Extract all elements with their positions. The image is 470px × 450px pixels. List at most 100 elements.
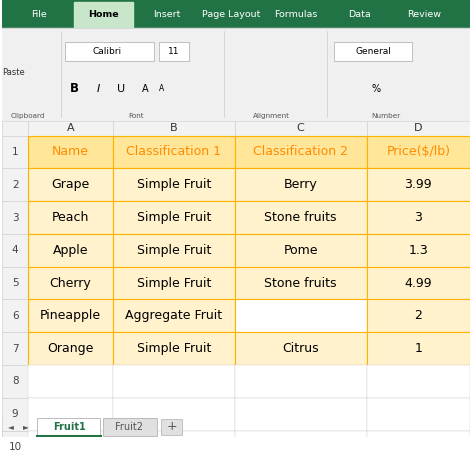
- Bar: [367, 267, 470, 300]
- Bar: [367, 431, 470, 450]
- Text: A: A: [159, 84, 164, 93]
- Bar: [28, 398, 113, 431]
- Bar: [2, 234, 28, 267]
- Bar: [113, 398, 235, 431]
- Bar: [367, 234, 470, 267]
- Text: 1: 1: [415, 342, 422, 355]
- Bar: [28, 332, 113, 365]
- Text: 4: 4: [12, 245, 18, 255]
- Bar: [161, 419, 182, 435]
- Text: Fruit1: Fruit1: [53, 422, 86, 432]
- Text: ►: ►: [23, 422, 29, 431]
- Bar: [113, 135, 235, 168]
- Text: 7: 7: [12, 344, 18, 354]
- Text: Pome: Pome: [283, 244, 318, 257]
- Bar: [235, 201, 367, 234]
- Bar: [235, 121, 367, 135]
- Bar: [2, 398, 28, 431]
- Text: I: I: [96, 84, 100, 94]
- Bar: [28, 168, 113, 201]
- Text: 3: 3: [12, 212, 18, 222]
- Bar: [2, 0, 470, 28]
- Bar: [28, 121, 113, 135]
- Text: Berry: Berry: [284, 178, 318, 191]
- Text: Grape: Grape: [51, 178, 89, 191]
- Bar: [367, 135, 470, 168]
- Text: Pineapple: Pineapple: [40, 310, 101, 322]
- Bar: [235, 332, 367, 365]
- Text: %: %: [372, 84, 381, 94]
- Text: Font: Font: [128, 113, 143, 119]
- Bar: [159, 41, 189, 61]
- Text: A: A: [141, 84, 148, 94]
- Bar: [367, 168, 470, 201]
- Text: Simple Fruit: Simple Fruit: [137, 244, 211, 257]
- Bar: [235, 267, 367, 300]
- Text: 9: 9: [12, 409, 18, 419]
- Bar: [367, 121, 470, 135]
- Text: D: D: [414, 123, 423, 133]
- Bar: [2, 267, 28, 300]
- Bar: [28, 135, 113, 168]
- Bar: [2, 201, 28, 234]
- Text: Price($/lb): Price($/lb): [386, 145, 450, 158]
- Bar: [235, 234, 367, 267]
- Text: U: U: [118, 84, 125, 94]
- Bar: [28, 365, 113, 398]
- Bar: [2, 415, 470, 437]
- Text: Paste: Paste: [3, 68, 25, 76]
- Bar: [334, 41, 412, 61]
- Bar: [235, 431, 367, 450]
- Text: 11: 11: [168, 47, 180, 56]
- Text: Stone fruits: Stone fruits: [265, 277, 337, 290]
- Text: Fruit2: Fruit2: [116, 422, 143, 432]
- Text: Insert: Insert: [154, 10, 181, 19]
- Text: A: A: [66, 123, 74, 133]
- Text: Calibri: Calibri: [93, 47, 122, 56]
- Bar: [2, 121, 28, 135]
- Text: Citrus: Citrus: [282, 342, 319, 355]
- Text: Aggregate Fruit: Aggregate Fruit: [125, 310, 222, 322]
- Text: Name: Name: [52, 145, 89, 158]
- Bar: [235, 168, 367, 201]
- Bar: [367, 201, 470, 234]
- Text: 8: 8: [12, 377, 18, 387]
- Bar: [28, 431, 113, 450]
- Text: 2: 2: [12, 180, 18, 190]
- Text: 10: 10: [8, 442, 22, 450]
- Bar: [2, 431, 28, 450]
- Text: Classification 2: Classification 2: [253, 145, 348, 158]
- Text: 2: 2: [415, 310, 422, 322]
- Text: File: File: [31, 10, 47, 19]
- Text: Apple: Apple: [53, 244, 88, 257]
- Text: Alignment: Alignment: [253, 113, 290, 119]
- Text: Simple Fruit: Simple Fruit: [137, 211, 211, 224]
- Bar: [113, 365, 235, 398]
- Text: 3.99: 3.99: [405, 178, 432, 191]
- Bar: [28, 267, 113, 300]
- Text: Page Layout: Page Layout: [202, 10, 261, 19]
- Text: Review: Review: [407, 10, 441, 19]
- Text: Simple Fruit: Simple Fruit: [137, 342, 211, 355]
- Text: Data: Data: [348, 10, 371, 19]
- Bar: [113, 332, 235, 365]
- Text: Simple Fruit: Simple Fruit: [137, 277, 211, 290]
- Bar: [235, 300, 367, 332]
- Bar: [113, 267, 235, 300]
- Bar: [113, 168, 235, 201]
- Text: Classification 1: Classification 1: [126, 145, 221, 158]
- Text: General: General: [355, 47, 391, 56]
- Text: 6: 6: [12, 311, 18, 321]
- Bar: [367, 398, 470, 431]
- Text: Simple Fruit: Simple Fruit: [137, 178, 211, 191]
- Bar: [2, 365, 28, 398]
- Bar: [103, 418, 157, 436]
- Text: 1.3: 1.3: [408, 244, 428, 257]
- Text: 5: 5: [12, 278, 18, 288]
- Bar: [367, 300, 470, 332]
- Text: C: C: [297, 123, 305, 133]
- Text: B: B: [170, 123, 178, 133]
- Bar: [2, 300, 28, 332]
- Text: Orange: Orange: [47, 342, 94, 355]
- Text: Cherry: Cherry: [49, 277, 91, 290]
